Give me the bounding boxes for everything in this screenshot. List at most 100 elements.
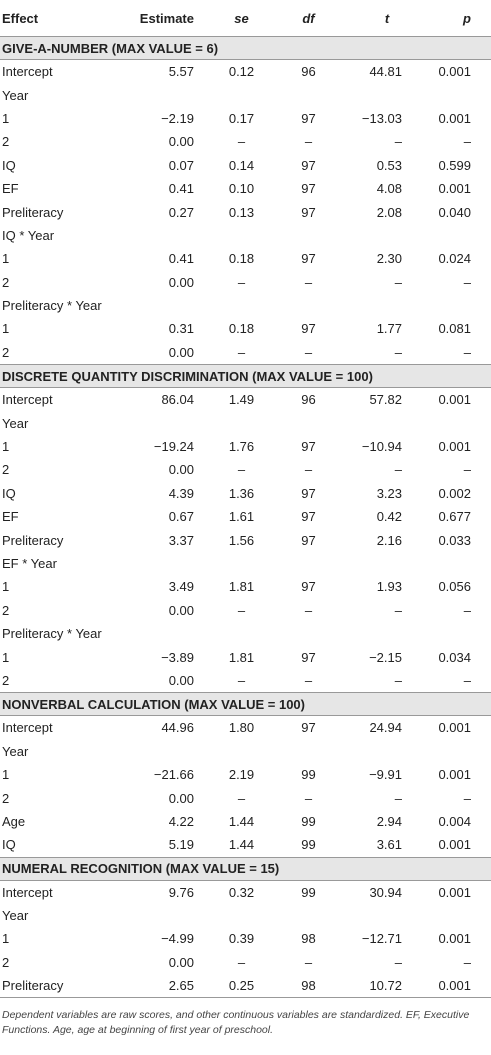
cell: – [237, 954, 246, 970]
cell: −10.94 [361, 439, 402, 455]
data-row: 2 0.00 – – – – [0, 341, 491, 365]
cell: 0.41 [168, 181, 194, 197]
cell: 30.94 [369, 884, 402, 900]
cell: 97 [301, 532, 316, 548]
cell [422, 294, 491, 317]
cell: 2.16 [376, 532, 402, 548]
cell [422, 224, 491, 247]
data-row: 1 0.41 0.18 97 2.30 0.024 [0, 247, 491, 270]
row-label: 2 [2, 274, 10, 290]
data-row: Intercept 86.04 1.49 96 57.82 0.001 [0, 388, 491, 412]
cell [285, 224, 332, 247]
cell: – [394, 672, 402, 688]
cell: – [304, 672, 313, 688]
cell: – [394, 462, 402, 478]
cell: 0.14 [228, 157, 255, 173]
data-row: EF 0.67 1.61 97 0.42 0.677 [0, 505, 491, 528]
data-row: 2 0.00 – – – – [0, 599, 491, 622]
cell: 3.61 [376, 837, 402, 853]
cell: 97 [301, 181, 316, 197]
row-label: 2 [2, 134, 10, 150]
cell: – [394, 134, 402, 150]
data-row: Preliteracy 3.37 1.56 97 2.16 0.033 [0, 528, 491, 551]
cell: 97 [301, 720, 316, 736]
cell: 97 [301, 509, 316, 525]
cell [120, 294, 198, 317]
cell: 4.08 [376, 181, 402, 197]
data-row: Year [0, 740, 491, 763]
cell [285, 552, 332, 575]
cell: 57.82 [369, 392, 402, 408]
cell [332, 294, 422, 317]
data-row: 1 3.49 1.81 97 1.93 0.056 [0, 575, 491, 598]
cell [198, 552, 285, 575]
cell: 0.00 [168, 602, 194, 618]
cell: −13.03 [361, 110, 402, 126]
cell: 1.76 [228, 439, 255, 455]
cell: – [304, 954, 313, 970]
cell: 0.00 [168, 462, 194, 478]
row-label: Intercept [2, 64, 53, 80]
data-row: 2 0.00 – – – – [0, 669, 491, 693]
cell: −3.89 [161, 649, 194, 665]
cell: 86.04 [161, 392, 194, 408]
cell: 2.08 [376, 204, 402, 220]
data-row: 2 0.00 – – – – [0, 130, 491, 153]
cell: – [237, 462, 246, 478]
cell: 0.32 [228, 884, 255, 900]
row-label: Year [2, 415, 29, 431]
row-label: Intercept [2, 720, 53, 736]
table-body: GIVE-A-NUMBER (MAX VALUE = 6) Intercept 5.… [0, 36, 491, 999]
cell: 96 [301, 392, 316, 408]
cell: 0.25 [198, 974, 285, 999]
cell [332, 552, 422, 575]
row-label: IQ [2, 157, 16, 173]
cell: 99 [301, 837, 316, 853]
cell [120, 740, 198, 763]
data-row: 1 −3.89 1.81 97 −2.15 0.034 [0, 645, 491, 668]
cell: 0.41 [168, 251, 194, 267]
row-label: Preliteracy [2, 532, 64, 548]
cell: −2.19 [161, 110, 194, 126]
column-header: Effect [0, 0, 120, 37]
row-label: 1 [2, 321, 10, 337]
section-title: NONVERBAL CALCULATION (MAX VALUE = 100) [0, 692, 491, 717]
row-label: 1 [2, 251, 10, 267]
cell: 0.001 [438, 767, 471, 783]
cell [285, 622, 332, 645]
cell: 97 [301, 321, 316, 337]
cell: 9.76 [168, 884, 194, 900]
header-row: Effect Estimate se df t p [0, 0, 491, 37]
cell: 0.10 [228, 181, 255, 197]
cell: 5.57 [168, 64, 194, 80]
cell [120, 83, 198, 106]
cell: – [304, 790, 313, 806]
cell: – [463, 602, 471, 618]
cell: – [463, 134, 471, 150]
cell [422, 411, 491, 434]
cell: 5.19 [168, 837, 194, 853]
cell: 1.81 [228, 579, 255, 595]
cell: 0.00 [168, 134, 194, 150]
cell: 1.56 [228, 532, 255, 548]
column-header: t [332, 0, 422, 37]
cell: – [304, 602, 313, 618]
cell [198, 83, 285, 106]
row-label: 1 [2, 767, 10, 783]
cell: 0.004 [438, 813, 471, 829]
cell: 98 [285, 974, 332, 999]
cell: – [394, 274, 402, 290]
section-row: NUMERAL RECOGNITION (MAX VALUE = 15) [0, 856, 491, 881]
cell: – [304, 344, 313, 360]
row-label: 2 [2, 462, 10, 478]
data-row: Intercept 9.76 0.32 99 30.94 0.001 [0, 880, 491, 904]
cell: 44.81 [369, 64, 402, 80]
row-label: 2 [2, 344, 10, 360]
row-label: Year [2, 87, 29, 103]
cell: 0.27 [168, 204, 194, 220]
cell: 0.00 [168, 274, 194, 290]
data-row: 2 0.00 – – – – [0, 786, 491, 809]
cell: 97 [301, 251, 316, 267]
row-label: EF [2, 509, 19, 525]
row-label: EF * Year [2, 556, 57, 571]
